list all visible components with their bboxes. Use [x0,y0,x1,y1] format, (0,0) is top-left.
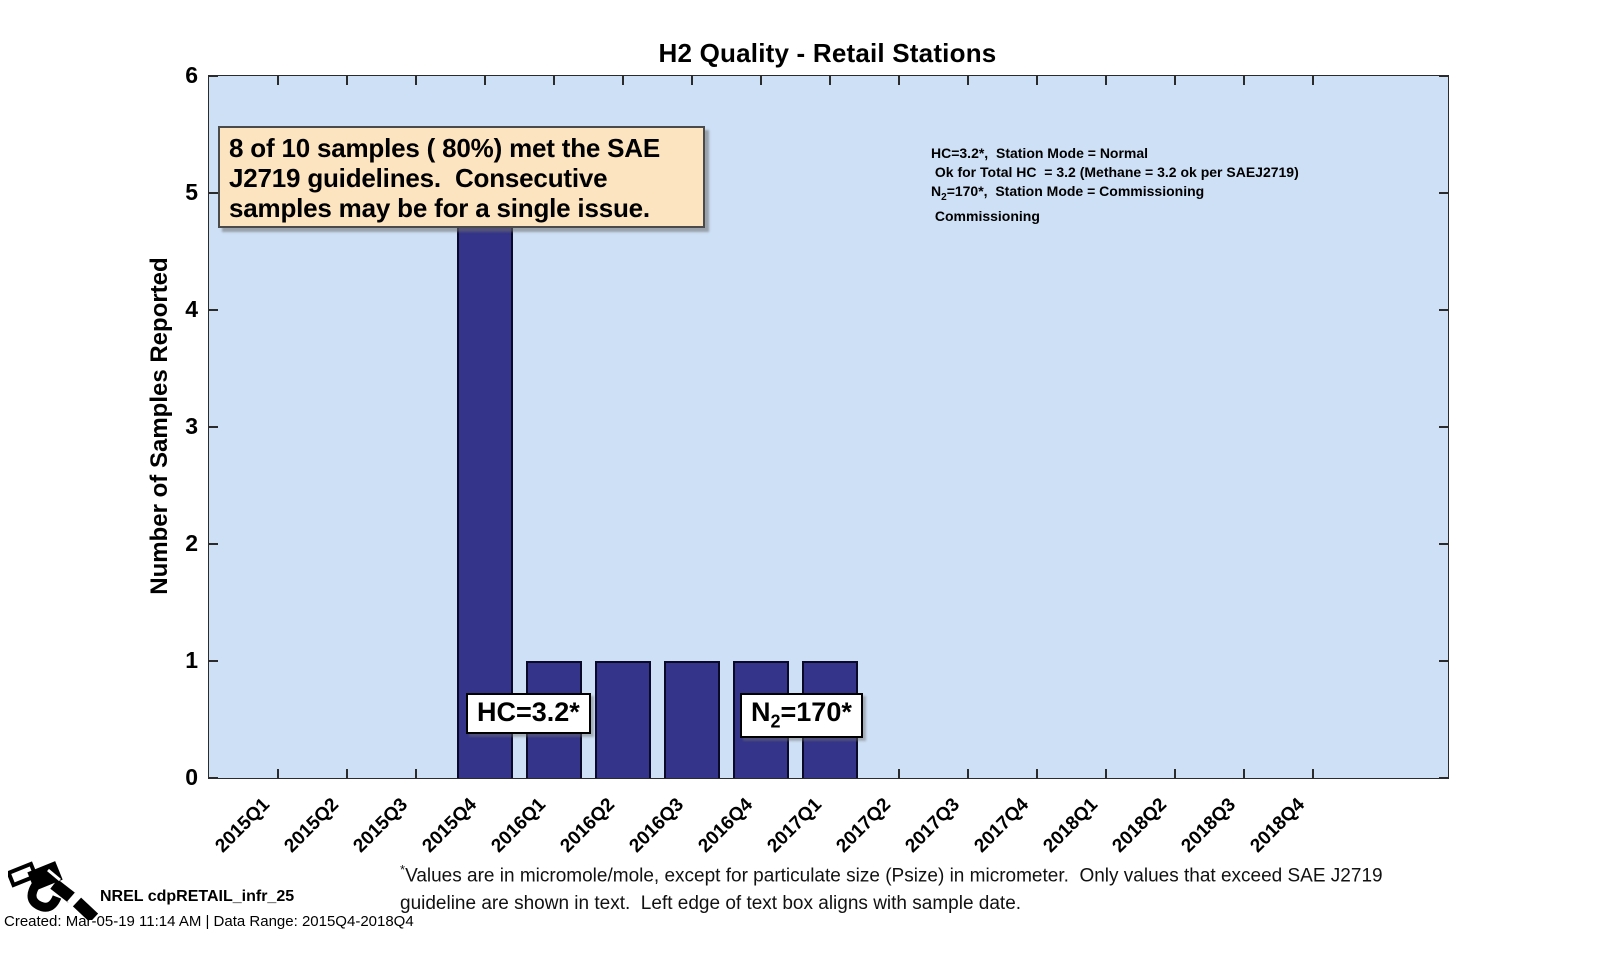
y-tick-label: 0 [185,764,198,790]
credit-source-label: NREL cdpRETAIL_infr_25 [100,888,295,905]
callout-line: J2719 guidelines. Consecutive [229,163,608,193]
x-tick-mark [346,769,348,778]
summary-callout-box: 8 of 10 samples ( 80%) met the SAE J2719… [218,126,705,228]
x-tick-mark [1174,76,1176,85]
x-tick-mark [898,76,900,85]
x-tick-mark [1105,769,1107,778]
x-tick-mark [622,76,624,85]
annotation-line: HC=3.2*, Station Mode = Normal [931,145,1149,161]
x-tick-mark [898,769,900,778]
x-tick-mark [277,76,279,85]
y-tick-mark [209,309,218,311]
x-tick-mark [484,76,486,85]
annotation-line: N2=170*, Station Mode = Commissioning [931,183,1205,203]
y-tick-label: 5 [185,179,198,205]
y-tick-label: 3 [185,413,198,439]
y-tick-mark [1439,777,1448,779]
y-tick-label: 1 [185,647,198,673]
y-tick-mark [209,543,218,545]
bar-2016Q3 [664,661,720,778]
y-tick-mark [1439,309,1448,311]
footnote-asterisk: * [400,862,406,877]
callout-line: samples may be for a single issue. [229,193,650,223]
x-tick-mark [1312,769,1314,778]
y-tick-mark [1439,543,1448,545]
y-tick-mark [209,192,218,194]
callout-line: 8 of 10 samples ( 80%) met the SAE [229,133,661,163]
x-tick-mark [1243,769,1245,778]
chart-title: H2 Quality - Retail Stations [658,38,997,68]
x-tick-mark [1243,76,1245,85]
x-tick-mark [760,76,762,85]
x-tick-mark [967,769,969,778]
y-tick-mark [209,75,218,77]
y-tick-mark [1439,660,1448,662]
annotation-line: Ok for Total HC = 3.2 (Methane = 3.2 ok … [931,164,1299,180]
x-tick-mark [1036,769,1038,778]
annotation-line: Commissioning [931,207,1040,224]
x-tick-mark [415,76,417,85]
bar-value-label-hc: HC=3.2* [466,693,591,734]
bar-2016Q2 [595,661,651,778]
x-tick-mark [553,76,555,85]
x-tick-mark [346,76,348,85]
y-tick-label: 2 [185,530,198,556]
y-tick-mark [209,777,218,779]
y-tick-label: 6 [185,62,198,88]
y-tick-mark [209,660,218,662]
x-tick-mark [1105,76,1107,85]
y-tick-mark [209,426,218,428]
y-tick-mark [1439,75,1448,77]
fuel-nozzle-icon [8,861,98,920]
x-tick-mark [1312,76,1314,85]
x-tick-mark [415,769,417,778]
footnote: *Values are in micromole/mole, except fo… [400,856,1383,918]
bar-value-label-n2: N2=170* [740,693,863,739]
y-tick-label: 4 [185,296,198,322]
y-tick-mark [1439,192,1448,194]
x-tick-mark [691,76,693,85]
footnote-line2: guideline are shown in text. Left edge o… [400,893,1022,915]
bar-2015Q4 [457,193,513,778]
footnote-line1: Values are in micromole/mole, except for… [405,865,1383,887]
x-tick-mark [967,76,969,85]
x-tick-mark [829,76,831,85]
x-tick-mark [277,769,279,778]
x-tick-mark [1036,76,1038,85]
y-tick-mark [1439,426,1448,428]
station-mode-annotation: HC=3.2*, Station Mode = Normal Ok for To… [931,144,1299,226]
x-tick-mark [1174,769,1176,778]
credit-created-line: Created: Mar-05-19 11:14 AM | Data Range… [4,913,414,930]
